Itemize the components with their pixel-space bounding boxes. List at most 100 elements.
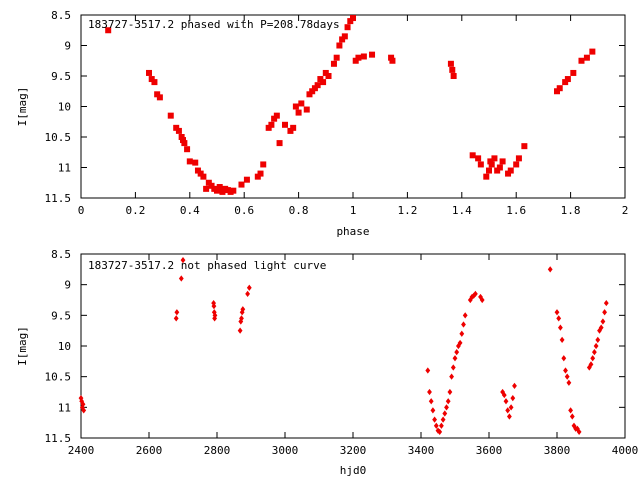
- data-point: [462, 312, 468, 319]
- y-tick-label: 10.5: [45, 131, 72, 144]
- data-point: [486, 167, 492, 174]
- data-point: [219, 188, 226, 195]
- data-point: [276, 140, 283, 147]
- data-point: [570, 69, 577, 76]
- data-point: [562, 79, 569, 86]
- plot-frame: [80, 14, 626, 199]
- x-tick-label: 1.2: [397, 204, 417, 217]
- data-point: [592, 349, 597, 356]
- data-point: [290, 124, 297, 131]
- data-point: [507, 167, 514, 174]
- data-point: [347, 18, 354, 25]
- data-point: [590, 355, 596, 362]
- data-point: [428, 398, 434, 405]
- data-point: [282, 121, 288, 128]
- data-point: [245, 290, 250, 297]
- data-point: [510, 395, 516, 402]
- data-point: [473, 290, 478, 297]
- unphased-light-curve-panel: 2400 2600 2800 3000 3200 3400 3600 3800 4000 8.5 9…: [16, 248, 638, 477]
- data-point: [564, 76, 571, 83]
- data-point: [265, 124, 272, 131]
- data-point: [200, 173, 207, 180]
- data-point: [433, 422, 439, 429]
- data-point: [156, 94, 163, 101]
- data-point: [336, 42, 343, 49]
- data-point: [499, 158, 506, 165]
- data-point: [483, 173, 490, 180]
- data-point: [507, 413, 512, 420]
- x-tick-label: 2800: [204, 444, 231, 457]
- data-point: [322, 69, 329, 76]
- data-point: [197, 170, 204, 177]
- plot-title: 183727-3517.2 not phased light curve: [88, 259, 326, 272]
- data-point: [583, 54, 590, 61]
- x-tick-label: 3600: [476, 444, 503, 457]
- data-point: [469, 152, 476, 159]
- data-point: [180, 257, 186, 264]
- data-point: [239, 315, 244, 322]
- data-point: [425, 367, 431, 374]
- y-tick-label: 11: [58, 162, 71, 175]
- y-tick-label: 9: [64, 40, 71, 53]
- data-point: [496, 164, 503, 171]
- data-point: [260, 161, 267, 168]
- data-point: [459, 330, 465, 337]
- data-point: [240, 306, 246, 313]
- data-point: [174, 309, 180, 316]
- data-point: [454, 349, 460, 356]
- data-point: [214, 187, 220, 194]
- data-point: [461, 321, 466, 328]
- data-point: [317, 76, 324, 83]
- data-point: [515, 155, 522, 162]
- data-point: [211, 303, 217, 310]
- x-tick-label: 1.8: [561, 204, 581, 217]
- y-tick-label: 9: [64, 279, 71, 292]
- data-point: [184, 146, 191, 153]
- y-tick-label: 11.5: [45, 192, 72, 205]
- data-point: [478, 293, 483, 301]
- x-tick-label: 1: [350, 204, 357, 217]
- data-point: [578, 57, 585, 64]
- data-point: [369, 51, 376, 58]
- data-point: [477, 161, 484, 168]
- data-point: [173, 124, 180, 131]
- data-point: [439, 422, 444, 429]
- data-point: [175, 127, 182, 134]
- data-point: [602, 309, 607, 316]
- phased-light-curve-panel: 0 0.2 0.4 0.6 0.8 1 1.2 1.4 1.6 1.8 2 8.5 9 9.5 10 10.5…: [16, 9, 628, 238]
- data-point: [216, 184, 223, 191]
- data-point: [593, 342, 599, 350]
- x-tick-label: 0.6: [234, 204, 254, 217]
- data-point: [427, 388, 432, 396]
- data-point: [505, 170, 512, 177]
- x-tick-label: 2600: [136, 444, 163, 457]
- data-point: [314, 82, 321, 89]
- data-point: [341, 33, 348, 40]
- data-point: [554, 88, 560, 95]
- x-axis-label: hjd0: [340, 464, 367, 477]
- data-point: [447, 60, 454, 67]
- data-point: [437, 428, 443, 435]
- data-point: [268, 121, 275, 128]
- data-point: [568, 407, 573, 414]
- x-tick-label: 3800: [544, 444, 571, 457]
- data-point: [576, 428, 582, 435]
- data-point: [360, 53, 367, 60]
- data-point: [447, 388, 453, 396]
- y-tick-label: 11.5: [45, 432, 72, 445]
- x-tick-label: 4000: [612, 444, 639, 457]
- data-point: [600, 318, 606, 325]
- data-point: [558, 324, 563, 331]
- data-point: [479, 296, 485, 304]
- data-point: [178, 275, 184, 282]
- data-point: [309, 88, 316, 95]
- data-point: [389, 57, 396, 64]
- x-tick-label: 0.4: [180, 204, 200, 217]
- x-tick-label: 0.2: [125, 204, 145, 217]
- data-point: [311, 85, 318, 92]
- data-point: [212, 315, 218, 322]
- y-tick-label: 10.5: [45, 371, 72, 384]
- data-point: [194, 167, 201, 174]
- data-point: [273, 112, 280, 119]
- data-point: [243, 176, 250, 183]
